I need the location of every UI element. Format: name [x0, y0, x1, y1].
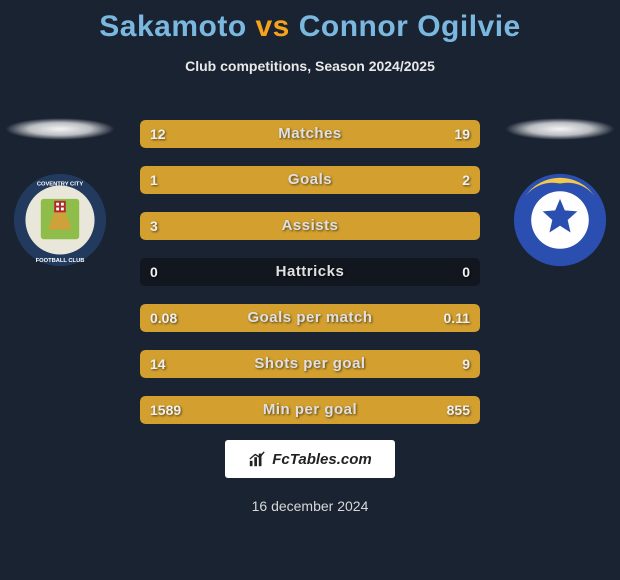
stat-row: Shots per goal14 9 [140, 350, 480, 378]
stat-label: Shots per goal [140, 350, 480, 378]
player2-silhouette-shadow [505, 118, 615, 140]
stat-value-right: 9 [452, 350, 480, 378]
svg-text:COVENTRY CITY: COVENTRY CITY [37, 181, 83, 187]
left-club-crest: COVENTRY CITY FOOTBALL CLUB [10, 170, 110, 270]
player2-name: Connor Ogilvie [299, 10, 521, 43]
svg-text:FOOTBALL CLUB: FOOTBALL CLUB [36, 258, 85, 264]
stat-value-left: 1 [140, 166, 168, 194]
vs-text: vs [256, 10, 290, 43]
brand-badge: FcTables.com [225, 440, 395, 478]
stat-value-right: 0.11 [434, 304, 480, 332]
brand-text: FcTables.com [272, 451, 371, 468]
chart-icon [248, 450, 266, 468]
stat-label: Matches [140, 120, 480, 148]
stat-label: Goals per match [140, 304, 480, 332]
date-text: 16 december 2024 [0, 498, 620, 514]
left-side: COVENTRY CITY FOOTBALL CLUB [0, 118, 120, 270]
stat-label: Goals [140, 166, 480, 194]
coventry-crest-icon: COVENTRY CITY FOOTBALL CLUB [12, 172, 108, 268]
player1-name: Sakamoto [99, 10, 246, 43]
stat-row: Min per goal1589855 [140, 396, 480, 424]
comparison-title: Sakamoto vs Connor Ogilvie [0, 0, 620, 44]
stat-value-right: 855 [437, 396, 480, 424]
comparison-bars: Matches1219Goals12Assists3Hattricks00Goa… [140, 120, 480, 442]
stat-row: Matches12 19 [140, 120, 480, 148]
stat-label: Assists [140, 212, 480, 240]
stat-label: Hattricks [140, 258, 480, 286]
stat-value-left: 3 [140, 212, 168, 240]
stat-row: Goals1 2 [140, 166, 480, 194]
stat-row: Assists3 [140, 212, 480, 240]
stat-row: Goals per match0.08 0.11 [140, 304, 480, 332]
stat-value-left: 0 [140, 258, 168, 286]
season-subtitle: Club competitions, Season 2024/2025 [0, 58, 620, 74]
stat-value-left: 12 [140, 120, 176, 148]
stat-value-right: 19 [444, 120, 480, 148]
player1-silhouette-shadow [5, 118, 115, 140]
portsmouth-crest-icon [512, 172, 608, 268]
right-club-crest [510, 170, 610, 270]
stat-value-right: 0 [452, 258, 480, 286]
stat-value-left: 0.08 [140, 304, 187, 332]
right-side [500, 118, 620, 270]
stat-value-right: 2 [452, 166, 480, 194]
stat-row: Hattricks0 0 [140, 258, 480, 286]
stat-value-left: 14 [140, 350, 176, 378]
stat-value-left: 1589 [140, 396, 191, 424]
